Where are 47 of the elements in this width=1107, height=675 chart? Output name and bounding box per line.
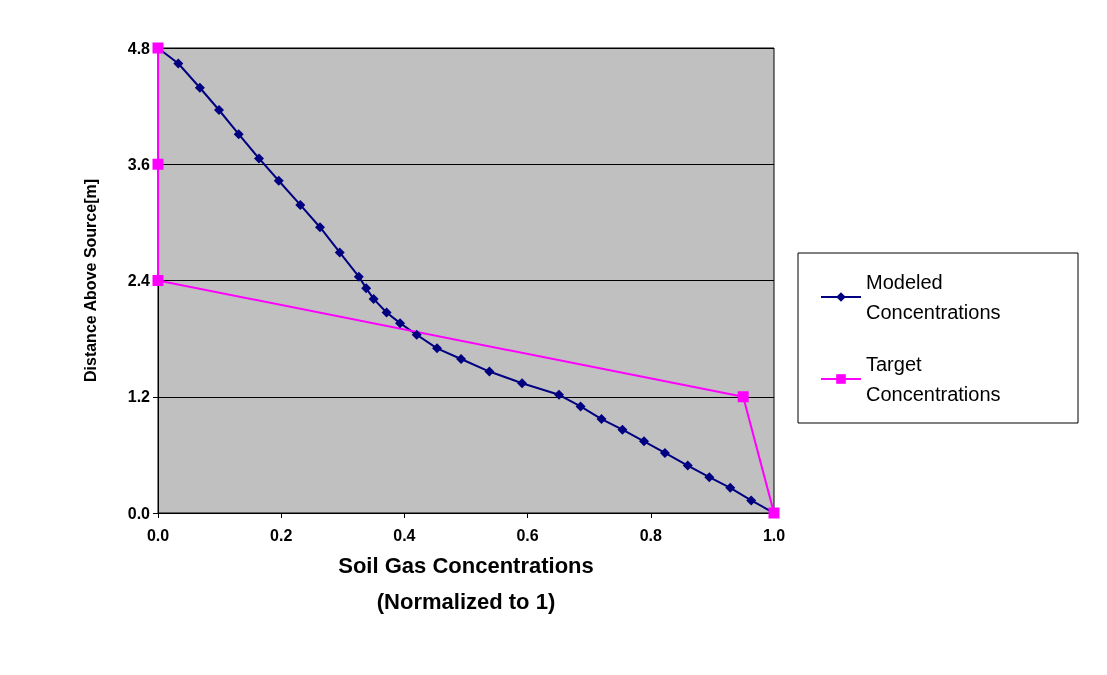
point xyxy=(746,495,757,506)
point xyxy=(432,343,443,354)
x-tick-label: 0.8 xyxy=(639,526,663,544)
point xyxy=(315,222,326,233)
point xyxy=(273,175,284,186)
point xyxy=(334,247,345,258)
point xyxy=(639,436,650,447)
point xyxy=(659,447,670,458)
point xyxy=(194,82,205,93)
point xyxy=(213,105,224,115)
point xyxy=(295,199,306,210)
point xyxy=(596,414,607,425)
x-tick-label: 0.0 xyxy=(146,526,170,544)
point xyxy=(617,424,628,435)
x-axis-title: Soil Gas Concentrations (Normalized to 1) xyxy=(338,553,594,615)
point xyxy=(353,271,364,282)
point xyxy=(233,129,244,140)
point xyxy=(395,318,406,329)
x-tick-label: 0.4 xyxy=(393,526,416,544)
point xyxy=(737,391,749,403)
point xyxy=(554,389,565,400)
legend-label: Target Concentrations xyxy=(866,353,1001,405)
point xyxy=(704,472,715,483)
y-axis-title: Distance Above Source[m] xyxy=(81,178,99,383)
point xyxy=(456,353,467,364)
x-tick-label: 1.0 xyxy=(762,526,786,544)
y-tick-label: 0.0 xyxy=(127,504,151,522)
x-tick-label: 0.2 xyxy=(270,526,293,544)
point xyxy=(381,307,392,318)
legend-label: Modeled Concentrations xyxy=(866,271,1001,323)
point xyxy=(254,153,265,164)
y-tick-label: 2.4 xyxy=(127,272,151,289)
point xyxy=(173,58,184,69)
point xyxy=(682,460,693,471)
y-tick-label: 4.8 xyxy=(127,39,151,57)
y-tick-label: 3.6 xyxy=(127,155,151,173)
point xyxy=(361,283,372,294)
point xyxy=(725,482,736,493)
point xyxy=(411,329,422,340)
point xyxy=(152,158,164,170)
point xyxy=(152,275,164,286)
point xyxy=(517,378,528,389)
point xyxy=(575,401,586,412)
x-tick-label: 0.6 xyxy=(516,526,539,544)
point xyxy=(484,366,495,377)
point xyxy=(368,293,379,304)
y-tick-label: 1.2 xyxy=(127,388,151,406)
